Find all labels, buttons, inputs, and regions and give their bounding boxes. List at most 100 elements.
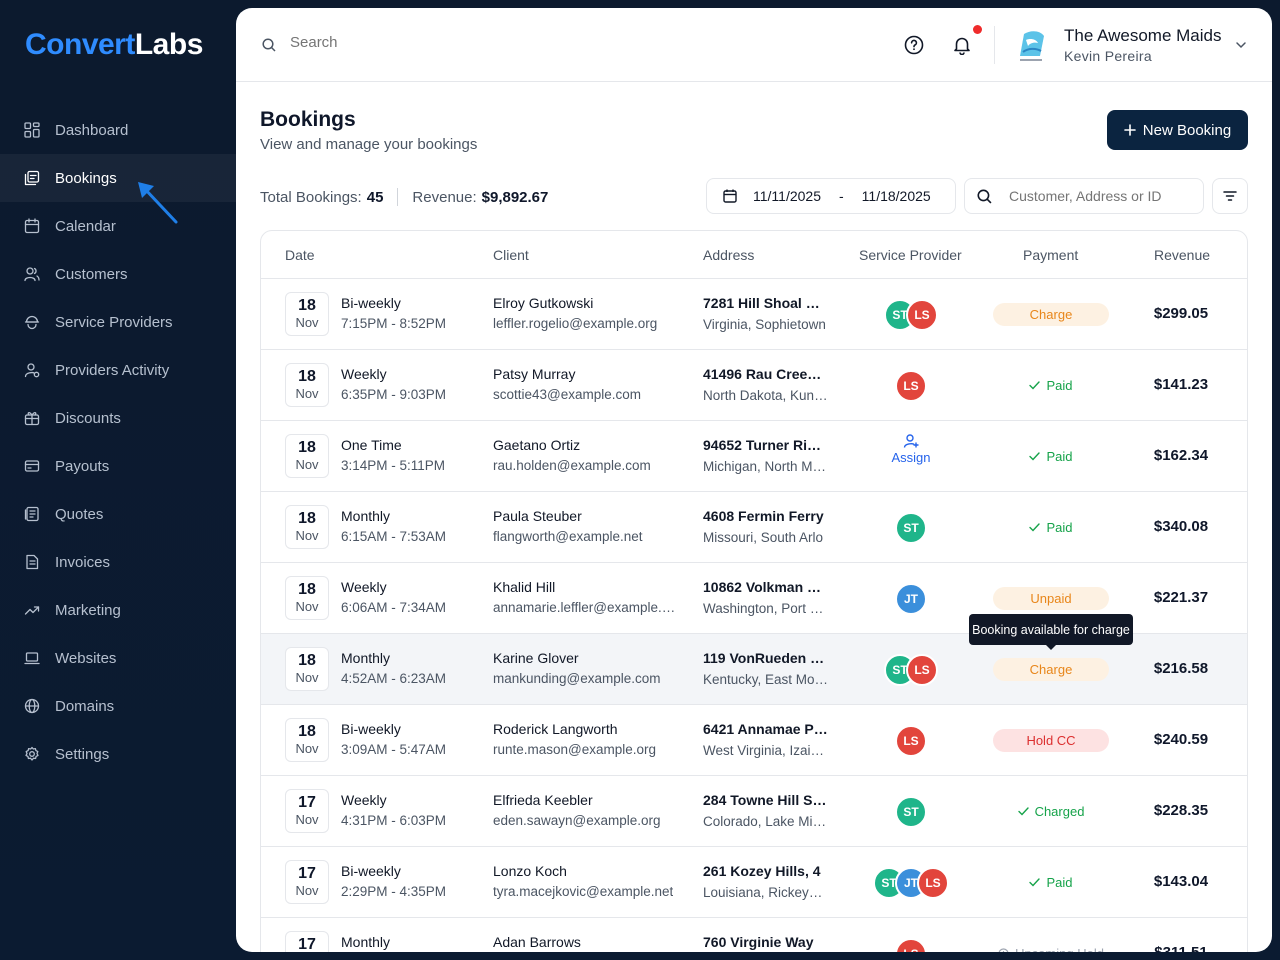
table-row[interactable]: 18 Nov One Time 3:14PM - 5:11PM Gaetano Orti…	[261, 421, 1247, 492]
booking-revenue: $228.35	[1153, 802, 1209, 819]
table-row[interactable]: 17 Nov Bi-weekly 2:29PM - 4:35PM Lonzo Koch t…	[261, 847, 1247, 918]
sidebar-item-quotes[interactable]: Quotes	[0, 490, 236, 538]
search-input[interactable]	[290, 34, 590, 51]
client-name[interactable]: Lonzo Koch	[493, 863, 567, 879]
provider-avatar[interactable]: ST	[895, 512, 927, 544]
client-name[interactable]: Karine Glover	[493, 650, 579, 666]
sidebar-item-bookings[interactable]: Bookings	[0, 154, 236, 202]
provider-avatar[interactable]: LS	[895, 370, 927, 402]
check-icon	[1029, 381, 1041, 390]
date-from[interactable]: 11/11/2025	[753, 188, 821, 204]
payment-status-label: Unpaid	[1030, 591, 1072, 606]
sidebar-item-invoices[interactable]: Invoices	[0, 538, 236, 586]
sidebar-item-marketing[interactable]: Marketing	[0, 586, 236, 634]
chevron-down-icon[interactable]	[1234, 38, 1248, 52]
table-row[interactable]: 18 Nov Monthly 6:15AM - 7:53AM Paula Steuber…	[261, 492, 1247, 563]
notification-bell-icon[interactable]	[952, 35, 972, 55]
header-date[interactable]: Date	[285, 247, 315, 263]
provider-avatar[interactable]: JT	[895, 583, 927, 615]
assign-provider-button[interactable]: Assign	[876, 433, 946, 465]
provider-avatar[interactable]: LS	[917, 867, 949, 899]
payment-status-badge: Upcoming Hold	[993, 942, 1109, 952]
client-name[interactable]: Khalid Hill	[493, 579, 556, 595]
sidebar-item-dashboard[interactable]: Dashboard	[0, 106, 236, 154]
sidebar-item-discounts[interactable]: Discounts	[0, 394, 236, 442]
help-icon[interactable]	[904, 35, 924, 55]
provider-avatar[interactable]: LS	[895, 725, 927, 757]
booking-stats: Total Bookings: 45 Revenue: $9,892.67	[260, 188, 548, 206]
client-name[interactable]: Roderick Langworth	[493, 721, 618, 737]
header-service-provider[interactable]: Service Provider	[859, 247, 962, 263]
client-name[interactable]: Patsy Murray	[493, 366, 576, 382]
table-row[interactable]: 18 Nov Weekly 6:06AM - 7:34AM Khalid Hill ann…	[261, 563, 1247, 634]
payment-status-badge: Charged	[993, 800, 1109, 823]
sidebar-item-label: Domains	[55, 697, 115, 715]
new-booking-button[interactable]: New Booking	[1107, 110, 1248, 150]
client-name[interactable]: Elroy Gutkowski	[493, 295, 594, 311]
user-name[interactable]: Kevin Pereira	[1064, 48, 1152, 64]
header-client[interactable]: Client	[493, 247, 529, 263]
table-row[interactable]: 17 Nov Weekly 4:31PM - 6:03PM Elfrieda Keebl…	[261, 776, 1247, 847]
brand-logo[interactable]: ConvertLabs	[25, 28, 203, 62]
client-email: scottie43@example.com	[493, 387, 642, 402]
table-row[interactable]: 17NovMonthly1:10PM - 3:02PMAdan Barrowsa…	[261, 918, 1247, 952]
header-revenue[interactable]: Revenue	[1154, 247, 1211, 263]
booking-time: 2:29PM - 4:35PM	[341, 884, 447, 899]
sidebar-item-service-providers[interactable]: Service Providers	[0, 298, 236, 346]
table-row[interactable]: 18 Nov Bi-weekly 7:15PM - 8:52PM Elroy Gutko…	[261, 279, 1247, 350]
date-badge: 18 Nov	[285, 647, 329, 691]
date-to[interactable]: 11/18/2025	[861, 188, 931, 204]
client-name[interactable]: Elfrieda Keebler	[493, 792, 593, 808]
customer-search-input[interactable]	[1009, 188, 1189, 204]
sidebar-item-settings[interactable]: Settings	[0, 730, 236, 778]
page-subtitle: View and manage your bookings	[260, 136, 478, 153]
service-provider-avatars: ST LS	[831, 654, 991, 686]
client-name[interactable]: Paula Steuber	[493, 508, 582, 524]
table-row[interactable]: 18 Nov Weekly 6:35PM - 9:03PM Patsy Murray sc…	[261, 350, 1247, 421]
payment-status-badge[interactable]: Charge	[993, 303, 1109, 326]
address-line1: 119 VonRueden Mill	[703, 650, 829, 666]
payment-status-badge[interactable]: Charge	[993, 658, 1109, 681]
payment-status-label: Paid	[1046, 378, 1073, 393]
header-address[interactable]: Address	[703, 247, 755, 263]
table-row[interactable]: 18 Nov Monthly 4:52AM - 6:23AM Karine Glover…	[261, 634, 1247, 705]
address-line1: 261 Kozey Hills, 4	[703, 863, 821, 879]
sidebar-item-websites[interactable]: Websites	[0, 634, 236, 682]
table-row[interactable]: 18 Nov Bi-weekly 3:09AM - 5:47AM Roderick La…	[261, 705, 1247, 776]
sidebar-item-label: Calendar	[55, 217, 116, 235]
sidebar-item-calendar[interactable]: Calendar	[0, 202, 236, 250]
topbar: The Awesome Maids Kevin Pereira	[236, 8, 1272, 82]
header-payment[interactable]: Payment	[1023, 247, 1079, 263]
filter-button[interactable]	[1212, 178, 1248, 214]
date-range-picker[interactable]: 11/11/2025 - 11/18/2025	[706, 178, 956, 214]
booking-revenue: $299.05	[1153, 305, 1209, 322]
sidebar-item-label: Bookings	[55, 169, 117, 187]
client-email: flangworth@example.net	[493, 529, 643, 544]
address-line1: 41496 Rau Creek Road	[703, 366, 829, 382]
provider-avatar[interactable]: ST	[895, 796, 927, 828]
provider-avatar[interactable]: LS	[895, 938, 927, 952]
company-logo-icon	[1020, 31, 1044, 61]
sidebar: ConvertLabs Dashboard Bookings Calendar Cus…	[0, 0, 236, 960]
booking-time: 3:09AM - 5:47AM	[341, 742, 447, 757]
sidebar-item-customers[interactable]: Customers	[0, 250, 236, 298]
revenue-value: $9,892.67	[481, 188, 549, 206]
payment-status-badge: Paid	[993, 445, 1109, 468]
provider-avatar[interactable]: LS	[906, 299, 938, 331]
client-name[interactable]: Adan Barrows	[493, 934, 581, 950]
date-day: 18	[298, 368, 316, 385]
payment-status-label: Charge	[1029, 662, 1073, 677]
sidebar-item-providers-activity[interactable]: Providers Activity	[0, 346, 236, 394]
total-bookings-value: 45	[366, 188, 384, 206]
provider-avatar[interactable]: LS	[906, 654, 938, 686]
company-name[interactable]: The Awesome Maids	[1064, 26, 1222, 45]
date-day: 18	[298, 652, 316, 669]
sidebar-item-payouts[interactable]: Payouts	[0, 442, 236, 490]
sidebar-item-domains[interactable]: Domains	[0, 682, 236, 730]
client-email: mankunding@example.com	[493, 671, 661, 686]
address-line1: 7281 Hill Shoal Street	[703, 295, 829, 311]
client-name[interactable]: Gaetano Ortiz	[493, 437, 581, 453]
date-month: Nov	[295, 812, 319, 827]
date-badge: 18 Nov	[285, 292, 329, 336]
